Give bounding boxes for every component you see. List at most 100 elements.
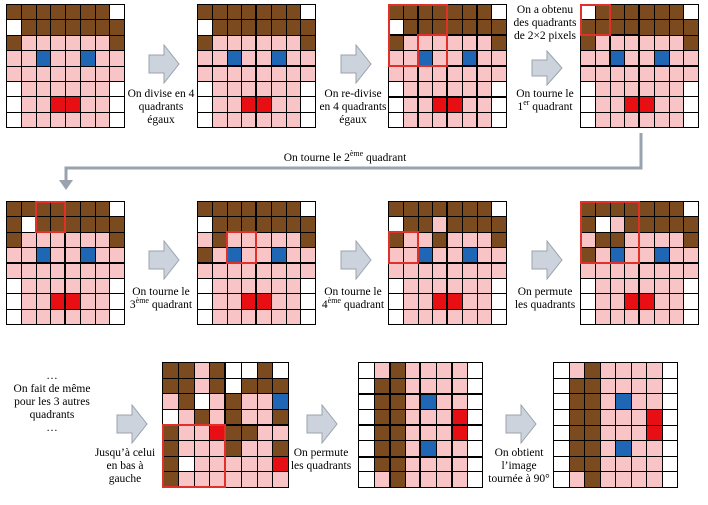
pixel-cell	[286, 5, 301, 20]
pixel-cell	[625, 248, 639, 263]
pixel-cell	[405, 441, 420, 456]
pixel-cell	[610, 217, 625, 232]
pixel-cell	[212, 278, 227, 294]
pixel-cell	[36, 66, 51, 81]
pixel-cell	[226, 425, 241, 441]
pixel-cell	[242, 309, 256, 324]
pixel-cell	[95, 112, 110, 127]
pixel-cell	[669, 112, 684, 127]
pixel-cell	[227, 5, 242, 20]
pixel-cell	[21, 294, 36, 309]
pixel-cell	[178, 394, 194, 409]
pixel-cell	[477, 112, 492, 127]
pixel-cell	[163, 394, 178, 409]
pixel-cell	[581, 5, 595, 20]
pixel-cell	[163, 425, 178, 441]
pixel-cell	[647, 425, 662, 441]
pixel-cell	[669, 81, 684, 97]
pixel-cell	[662, 472, 677, 487]
pixel-cell	[257, 112, 271, 127]
pixel-cell	[227, 309, 242, 324]
pixel-cell	[286, 217, 301, 232]
pixel-cell	[403, 35, 418, 51]
pixel-cell	[66, 294, 80, 309]
pixel-cell	[462, 51, 477, 66]
pixel-cell	[80, 294, 95, 309]
pixel-cell	[640, 263, 654, 278]
pixel-cell	[80, 248, 95, 263]
pixel-cell	[669, 309, 684, 324]
pixel-cell	[36, 5, 51, 20]
pixel-cell	[631, 441, 646, 456]
arrow-right-8	[306, 404, 338, 444]
pixel-cell	[271, 81, 286, 97]
pixel-cell	[110, 217, 124, 232]
pixel-cell	[477, 278, 492, 294]
pixel-cell	[242, 5, 256, 20]
pixel-cell	[452, 378, 467, 394]
pixel-cell	[194, 425, 210, 441]
pixel-cell	[286, 309, 301, 324]
quadrant-line-h	[388, 65, 507, 67]
pixel-cell	[301, 5, 315, 20]
pixel-cell	[569, 378, 584, 394]
pixel-cell	[610, 81, 625, 97]
pixel-cell	[110, 248, 124, 263]
caption-permute-2: On permute les quadrants	[290, 447, 352, 472]
pixel-cell	[640, 97, 654, 112]
pixel-cell	[51, 232, 65, 248]
pixel-cell	[227, 112, 242, 127]
pixel-cell	[110, 202, 124, 217]
caption-until: Jusqu’à celui en bas à gauche	[94, 447, 156, 485]
pixel-cell	[257, 81, 271, 97]
pixel-cell	[95, 202, 110, 217]
pixel-cell	[433, 232, 447, 248]
pixel-cell	[448, 294, 462, 309]
pixel-cell	[389, 20, 403, 35]
pixel-cell	[595, 294, 610, 309]
pixel-cell	[390, 363, 405, 378]
pixel-cell	[433, 294, 447, 309]
pixel-cell	[616, 425, 631, 441]
pixel-cell	[359, 363, 374, 378]
pixel-cell	[227, 248, 242, 263]
pixel-cell	[436, 425, 451, 441]
quadrant-line-v	[451, 362, 453, 488]
arrow-right-3	[531, 50, 563, 86]
pixel-cell	[359, 441, 374, 456]
pixel-cell	[421, 472, 436, 487]
pixel-cell	[433, 202, 447, 217]
arrow-right-7	[116, 404, 148, 444]
pixel-cell	[21, 97, 36, 112]
pixel-cell	[684, 97, 698, 112]
pixel-cell	[257, 409, 273, 425]
pixel-cell	[654, 232, 669, 248]
pixel-cell	[210, 456, 225, 472]
pixel-cell	[554, 425, 569, 441]
quadrant-line-h	[580, 65, 699, 67]
pixel-cell	[625, 112, 639, 127]
pixel-cell	[66, 97, 80, 112]
pixel-cell	[462, 263, 477, 278]
pixel-cell	[462, 112, 477, 127]
pixel-cell	[610, 278, 625, 294]
pixel-cell	[36, 35, 51, 51]
pixel-cell	[610, 294, 625, 309]
pixel-cell	[212, 5, 227, 20]
pixel-cell	[403, 51, 418, 66]
pixel-cell	[389, 202, 403, 217]
pixel-cell	[647, 378, 662, 394]
pixel-cell	[21, 51, 36, 66]
pixel-cell	[359, 472, 374, 487]
pixel-cell	[242, 232, 256, 248]
pixel-cell	[581, 278, 595, 294]
pixel-cell	[595, 263, 610, 278]
pixel-cell	[389, 51, 403, 66]
pixel-cell	[581, 202, 595, 217]
pixel-cell	[21, 232, 36, 248]
pixel-cell	[492, 248, 506, 263]
pixel-cell	[241, 441, 257, 456]
pixel-cell	[273, 363, 288, 378]
pixel-cell	[669, 294, 684, 309]
pixel-cell	[418, 202, 433, 217]
